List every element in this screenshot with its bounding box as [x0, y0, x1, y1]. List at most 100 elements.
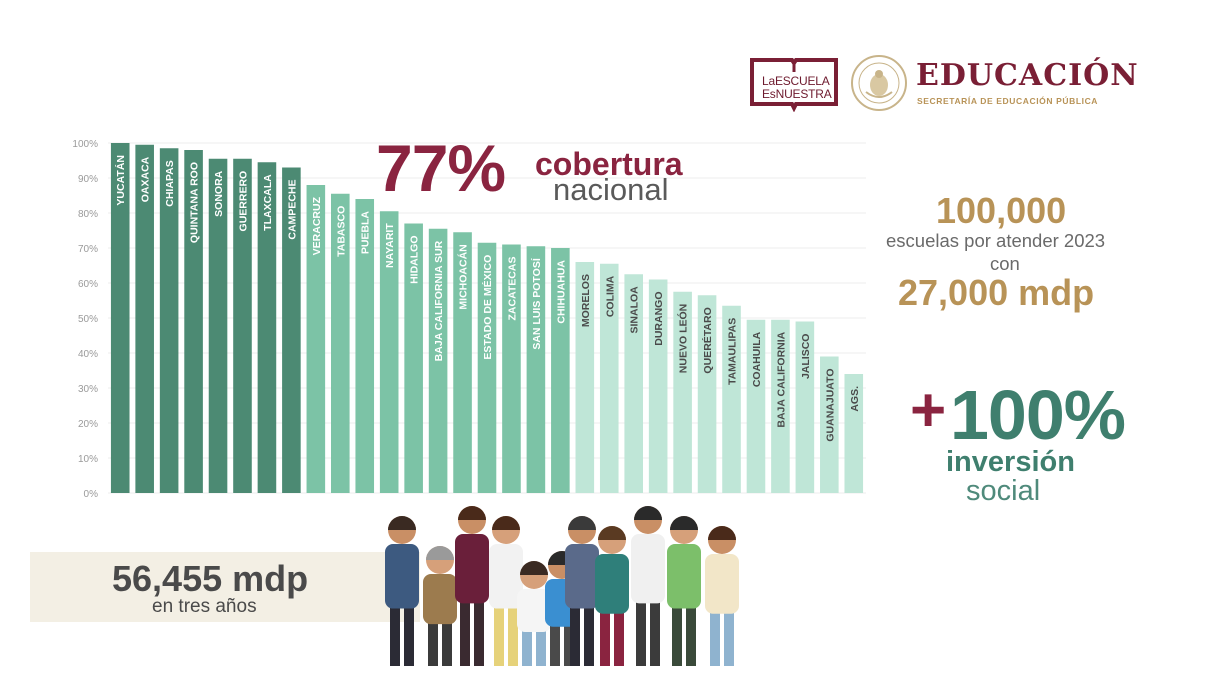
bar: [575, 262, 595, 493]
bar-category-label: SONORA: [213, 170, 225, 217]
bar: [110, 143, 130, 493]
book-icon: [750, 58, 838, 112]
bar: [159, 148, 179, 493]
bar-category-label: SAN LUIS POTOSÍ: [530, 257, 543, 349]
money-panel: [30, 552, 420, 622]
person-figure: [565, 516, 599, 666]
investment-label-2: social: [966, 475, 1041, 507]
y-tick-label: 10%: [78, 454, 98, 465]
bar: [428, 228, 448, 493]
bar-category-label: NAYARIT: [384, 223, 396, 268]
bar-category-label: GUERRERO: [237, 171, 249, 232]
bar: [477, 242, 497, 493]
people-illustration: [385, 506, 739, 666]
bar: [379, 211, 399, 493]
bar: [502, 244, 521, 493]
money-amount: 56,455 mdp: [112, 558, 309, 599]
bar-category-label: CHIAPAS: [164, 160, 176, 206]
y-tick-label: 0%: [84, 489, 99, 500]
bar: [184, 150, 203, 493]
bar-category-label: CHIHUAHUA: [555, 260, 567, 324]
bar-category-label: COLIMA: [604, 275, 616, 317]
bar-category-label: BAJA CALIFORNIA SUR: [433, 240, 445, 361]
bar-category-label: AGS.: [849, 386, 861, 412]
person-figure: [667, 516, 701, 666]
bar-category-label: TLAXCALA: [262, 174, 274, 231]
bar-labels: YUCATÁN OAXACA CHIAPAS QUINTANA ROO SONORA GU…: [114, 155, 861, 442]
coverage-percent: 77%: [376, 131, 506, 205]
bar-category-label: ZACATECAS: [506, 257, 518, 321]
bar: [526, 246, 546, 493]
bar-category-label: TABASCO: [335, 206, 347, 257]
bar-category-label: DURANGO: [653, 292, 665, 346]
bar: [208, 158, 228, 493]
schools-label: escuelas por atender 2023: [886, 230, 1106, 251]
y-axis: 0% 10% 20% 30% 40% 50% 60% 70% 80% 90% 100%: [72, 139, 98, 500]
y-tick-label: 100%: [72, 139, 98, 150]
person-figure: [705, 526, 739, 666]
bar: [673, 291, 692, 493]
chart-bars: [110, 143, 864, 493]
y-tick-label: 20%: [78, 419, 98, 430]
bar: [404, 223, 423, 493]
bar: [844, 374, 864, 493]
bar: [257, 162, 277, 493]
bar-category-label: BAJA CALIFORNIA: [775, 331, 787, 427]
bar-category-label: PUEBLA: [360, 211, 372, 255]
bar-category-label: NUEVO LEÓN: [677, 304, 690, 373]
bar: [453, 232, 472, 493]
bar-category-label: QUINTANA ROO: [189, 162, 201, 243]
bar-category-label: OAXACA: [140, 156, 152, 202]
connector-text: con: [990, 253, 1020, 274]
schools-count: 100,000: [936, 190, 1067, 231]
bar-category-label: QUERÉTARO: [701, 307, 714, 373]
bar: [306, 185, 326, 493]
bar: [697, 295, 717, 493]
y-tick-label: 30%: [78, 384, 98, 395]
bar: [746, 319, 766, 493]
bar: [722, 305, 741, 493]
investment-percent: 100%: [950, 376, 1126, 454]
y-tick-label: 70%: [78, 244, 98, 255]
bar-category-label: HIDALGO: [409, 236, 421, 284]
bar: [795, 321, 815, 493]
national-seal-icon: [851, 55, 907, 111]
bar-category-label: GUANAJUATO: [824, 369, 836, 442]
bar-category-label: MORELOS: [580, 274, 592, 327]
bar: [551, 248, 570, 493]
y-tick-label: 90%: [78, 174, 98, 185]
person-figure: [631, 506, 665, 666]
bar-category-label: YUCATÁN: [114, 155, 127, 206]
secretaria-subtitle: SECRETARÍA DE EDUCACIÓN PÚBLICA: [917, 96, 1099, 106]
bar-category-label: JALISCO: [800, 334, 812, 380]
person-figure: [595, 526, 629, 666]
coverage-label-2: nacional: [553, 172, 669, 207]
logo-line-1: LaESCUELA: [762, 74, 830, 88]
bar: [355, 199, 375, 493]
logo-line-2: EsNUESTRA: [762, 87, 832, 101]
y-tick-label: 60%: [78, 279, 98, 290]
bar: [233, 158, 252, 493]
bar: [282, 167, 301, 493]
bar-category-label: CAMPECHE: [286, 180, 298, 240]
la-escuela-es-nuestra-logo: LaESCUELA EsNUESTRA: [748, 54, 840, 112]
coverage-label-1: cobertura: [535, 146, 683, 182]
bar: [648, 279, 668, 493]
bar: [820, 356, 839, 493]
bar: [624, 274, 644, 493]
bar-category-label: COAHUILA: [751, 331, 763, 387]
person-figure: [385, 516, 419, 666]
person-figure: [517, 561, 551, 666]
bar-category-label: MICHOACÁN: [457, 244, 470, 309]
y-tick-label: 50%: [78, 314, 98, 325]
bar: [135, 144, 154, 493]
y-tick-label: 80%: [78, 209, 98, 220]
bar-category-label: VERACRUZ: [311, 196, 323, 255]
bar-category-label: TAMAULIPAS: [727, 318, 739, 385]
investment-label-1: inversión: [946, 446, 1075, 478]
money-label: en tres años: [152, 596, 257, 617]
person-figure: [489, 516, 523, 666]
investment-plus: +: [910, 376, 947, 445]
bar-category-label: SINALOA: [629, 286, 641, 334]
